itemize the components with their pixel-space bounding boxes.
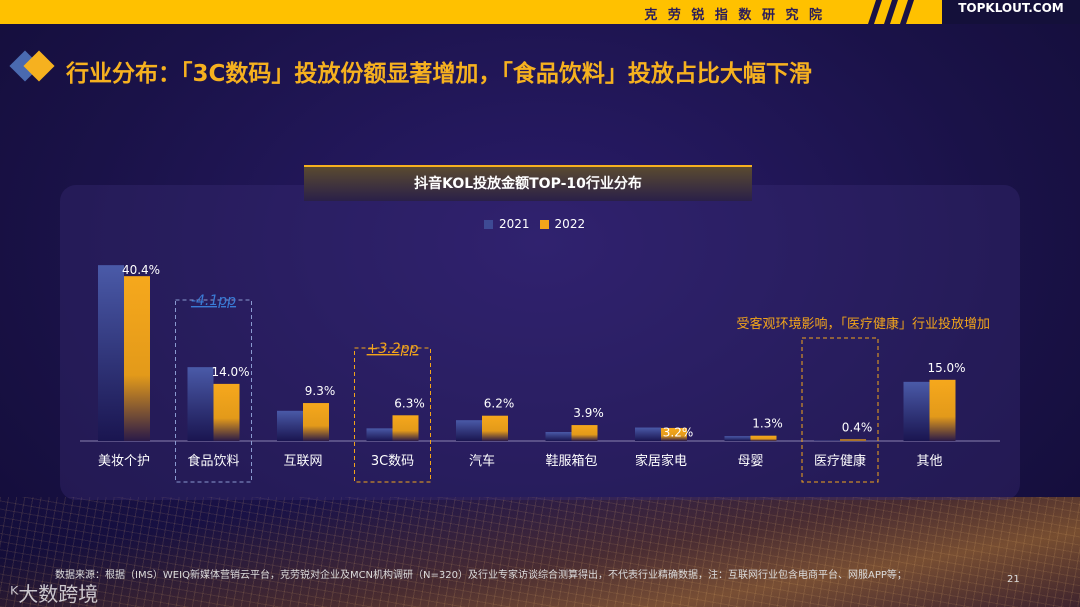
annotation-text: -4.1pp [191, 293, 236, 309]
bar-2022 [571, 425, 598, 441]
institute-name: 克 劳 锐 指 数 研 究 院 [644, 8, 825, 23]
bar-2021 [545, 432, 572, 441]
bar-2021 [277, 410, 303, 441]
bar-2022 [929, 379, 956, 441]
page-title: 行业分布：「3C数码」投放份额显著增加，「食品饮料」投放占比大幅下滑 [66, 61, 812, 87]
logo: TOPKLOUT.COM [942, 0, 1080, 24]
annotation-text: +3.2pp [367, 341, 419, 357]
bar-2021 [366, 428, 393, 441]
bar-2022 [482, 415, 508, 441]
category-label: 其他 [916, 454, 942, 469]
legend: 2021 2022 [484, 217, 585, 231]
bar-2022 [213, 383, 240, 441]
bar-2022 [124, 276, 150, 441]
annotation-text: 受客观环境影响，「医疗健康」行业投放增加 [736, 316, 990, 332]
category-label: 食品饮料 [187, 453, 239, 469]
bar-2021 [903, 381, 930, 441]
legend-label: 2022 [554, 217, 586, 231]
data-label: 15.0% [927, 361, 965, 375]
category-label: 美妆个护 [98, 454, 150, 469]
category-label: 母婴 [737, 454, 763, 469]
bar-2021 [187, 367, 214, 441]
category-label: 汽车 [469, 453, 495, 469]
category-label: 家居家电 [635, 453, 687, 469]
chart-title: 抖音KOL投放金额TOP-10行业分布 [304, 165, 752, 201]
data-label: 1.3% [752, 417, 783, 431]
bar-2022 [392, 415, 419, 441]
stripes-decoration [868, 0, 914, 24]
wave-decoration [0, 497, 1080, 607]
data-label: 3.9% [573, 406, 604, 420]
data-label: 14.0% [211, 365, 249, 379]
annotation-box [175, 299, 252, 483]
annotation-box [354, 347, 431, 483]
bar-2022 [303, 403, 329, 441]
legend-label: 2021 [499, 217, 530, 231]
legend-swatch-2022 [539, 219, 549, 229]
watermark: ᴷ大数跨境 [10, 582, 99, 606]
data-label: 6.2% [484, 397, 515, 411]
bar-2021 [98, 265, 124, 441]
category-label: 鞋服箱包 [545, 453, 597, 469]
data-label: 0.4% [842, 420, 873, 434]
category-label: 医疗健康 [814, 453, 866, 469]
data-label: 3.2% [663, 426, 694, 440]
data-source: 数据来源：根据（IMS）WEIQ新媒体营销云平台，克劳锐对企业及MCN机构调研（… [55, 570, 907, 581]
category-label: 3C数码 [371, 454, 414, 469]
legend-swatch-2021 [484, 219, 493, 229]
bar-2021 [724, 436, 751, 441]
bar-2022 [750, 435, 777, 441]
page-number: 21 [1007, 574, 1020, 585]
top-bar: 克 劳 锐 指 数 研 究 院 TOPKLOUT.COM [0, 0, 1080, 24]
bar-2021 [635, 427, 661, 441]
bar-2022 [661, 427, 687, 441]
chart-panel [60, 185, 1020, 500]
bar-2021 [456, 420, 482, 441]
data-label: 6.3% [394, 396, 425, 410]
data-label: 9.3% [305, 384, 336, 398]
category-label: 互联网 [283, 454, 322, 469]
bar-2022 [840, 439, 866, 441]
data-label: 40.4% [122, 263, 160, 277]
annotation-box [801, 337, 879, 483]
